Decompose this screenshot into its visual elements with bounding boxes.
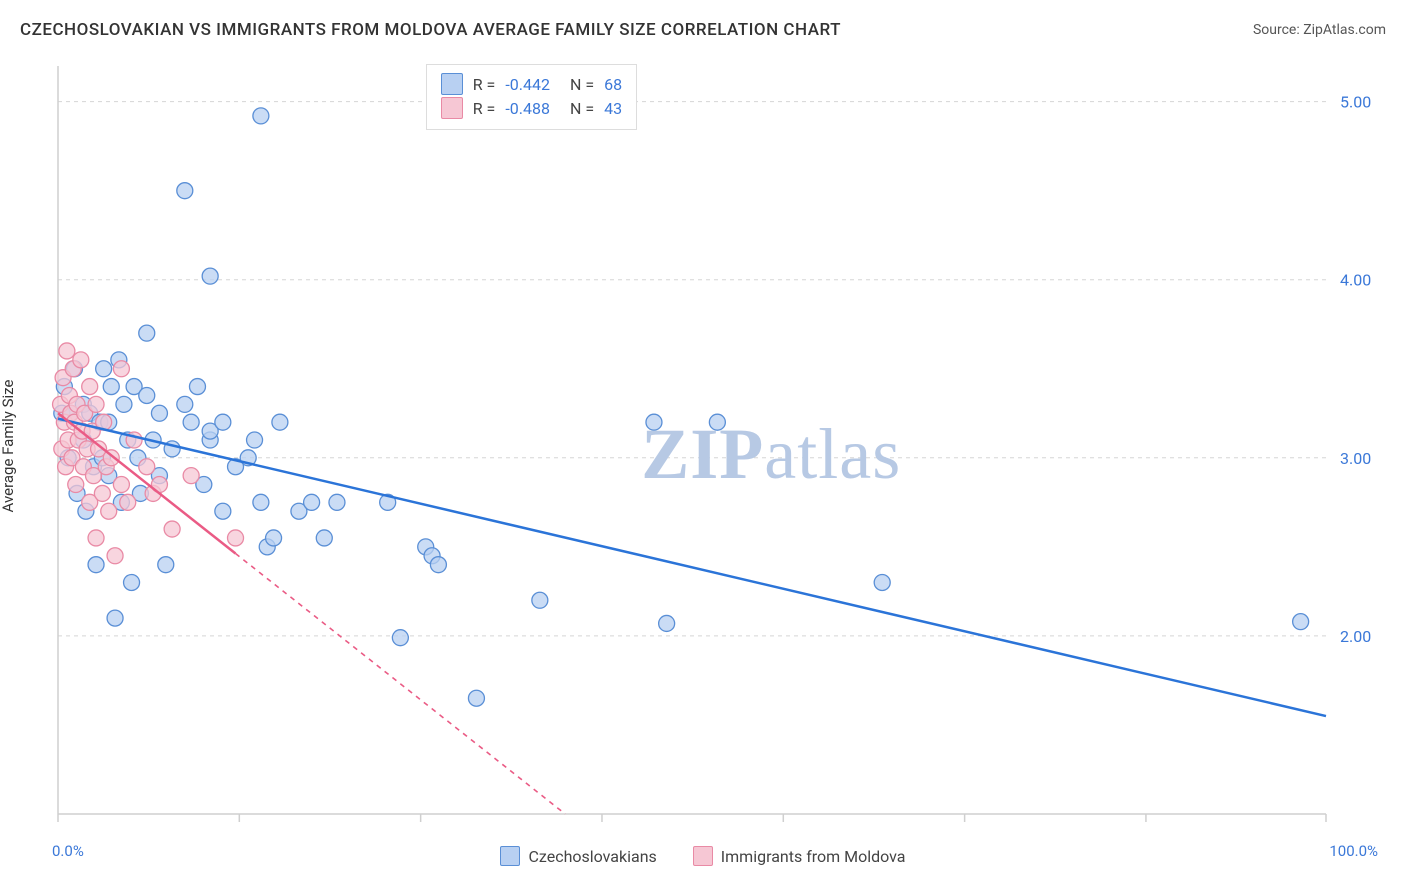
- data-point: [113, 361, 129, 377]
- legend-label: Czechoslovakians: [528, 847, 656, 866]
- data-point: [88, 530, 104, 546]
- data-point: [158, 557, 174, 573]
- data-point: [73, 352, 89, 368]
- corr-row-moldova: R = -0.488 N = 43: [441, 97, 622, 119]
- data-point: [107, 610, 123, 626]
- data-point: [646, 414, 662, 430]
- y-axis-title: Average Family Size: [0, 380, 17, 513]
- y-tick-label: 3.00: [1340, 449, 1371, 468]
- data-point: [304, 494, 320, 510]
- data-point: [139, 387, 155, 403]
- data-point: [116, 396, 132, 412]
- data-point: [183, 468, 199, 484]
- y-tick-label: 4.00: [1340, 271, 1371, 290]
- data-point: [709, 414, 725, 430]
- r-label: R =: [473, 75, 496, 94]
- data-point: [468, 690, 484, 706]
- data-point: [316, 530, 332, 546]
- data-point: [103, 379, 119, 395]
- trend-line-moldova-extrapolated: [236, 554, 566, 814]
- chart-plot-area: 2.003.004.005.00 ZIPatlas R =-0.442N =68…: [50, 60, 1386, 832]
- data-point: [82, 379, 98, 395]
- data-point: [139, 459, 155, 475]
- n-label: N =: [570, 99, 594, 118]
- data-point: [228, 530, 244, 546]
- data-point: [247, 432, 263, 448]
- data-point: [329, 494, 345, 510]
- data-point: [253, 494, 269, 510]
- data-point: [68, 477, 84, 493]
- trend-line-czech: [58, 419, 1326, 716]
- y-tick-label: 5.00: [1340, 93, 1371, 112]
- data-point: [215, 503, 231, 519]
- data-point: [392, 630, 408, 646]
- data-point: [532, 592, 548, 608]
- chart-svg: 2.00 3.00 4.00 5.00: [50, 60, 1386, 832]
- y-tick-label: 2.00: [1340, 627, 1371, 646]
- data-point: [266, 530, 282, 546]
- data-point: [107, 548, 123, 564]
- series-legend: Czechoslovakians Immigrants from Moldova: [0, 846, 1406, 866]
- data-point: [183, 414, 199, 430]
- data-point: [164, 521, 180, 537]
- data-point: [189, 379, 205, 395]
- source-prefix: Source:: [1253, 22, 1303, 38]
- data-point: [177, 183, 193, 199]
- data-point: [124, 574, 140, 590]
- source-label: Source: ZipAtlas.com: [1253, 22, 1386, 38]
- data-point: [59, 343, 75, 359]
- data-point: [253, 108, 269, 124]
- source-name: ZipAtlas.com: [1303, 22, 1386, 38]
- data-point: [430, 557, 446, 573]
- correlation-legend: R = -0.442 N = 68 R = -0.488 N = 43: [426, 64, 637, 130]
- legend-label: Immigrants from Moldova: [721, 847, 906, 866]
- legend-swatch-icon: [500, 846, 520, 866]
- chart-title: CZECHOSLOVAKIAN VS IMMIGRANTS FROM MOLDO…: [20, 20, 841, 40]
- n-label: N =: [570, 75, 594, 94]
- data-point: [88, 557, 104, 573]
- data-point: [139, 325, 155, 341]
- data-point: [874, 574, 890, 590]
- legend-swatch-icon: [441, 97, 463, 119]
- corr-row-czech: R = -0.442 N = 68: [441, 73, 622, 95]
- n-value: 68: [604, 75, 622, 94]
- legend-item-moldova: Immigrants from Moldova: [693, 846, 906, 866]
- data-point: [151, 405, 167, 421]
- legend-swatch-icon: [441, 73, 463, 95]
- data-point: [88, 396, 104, 412]
- data-point: [202, 268, 218, 284]
- n-value: 43: [604, 99, 622, 118]
- data-point: [272, 414, 288, 430]
- legend-swatch-icon: [693, 846, 713, 866]
- series-czech: [54, 108, 1309, 706]
- data-point: [659, 615, 675, 631]
- data-point: [215, 414, 231, 430]
- data-point: [120, 494, 136, 510]
- data-point: [101, 503, 117, 519]
- data-point: [94, 485, 110, 501]
- r-value: -0.488: [505, 99, 550, 118]
- data-point: [96, 361, 112, 377]
- r-label: R =: [473, 99, 496, 118]
- series-moldova: [53, 343, 244, 564]
- data-point: [1293, 614, 1309, 630]
- legend-item-czech: Czechoslovakians: [500, 846, 656, 866]
- r-value: -0.442: [505, 75, 550, 94]
- data-point: [113, 477, 129, 493]
- data-point: [177, 396, 193, 412]
